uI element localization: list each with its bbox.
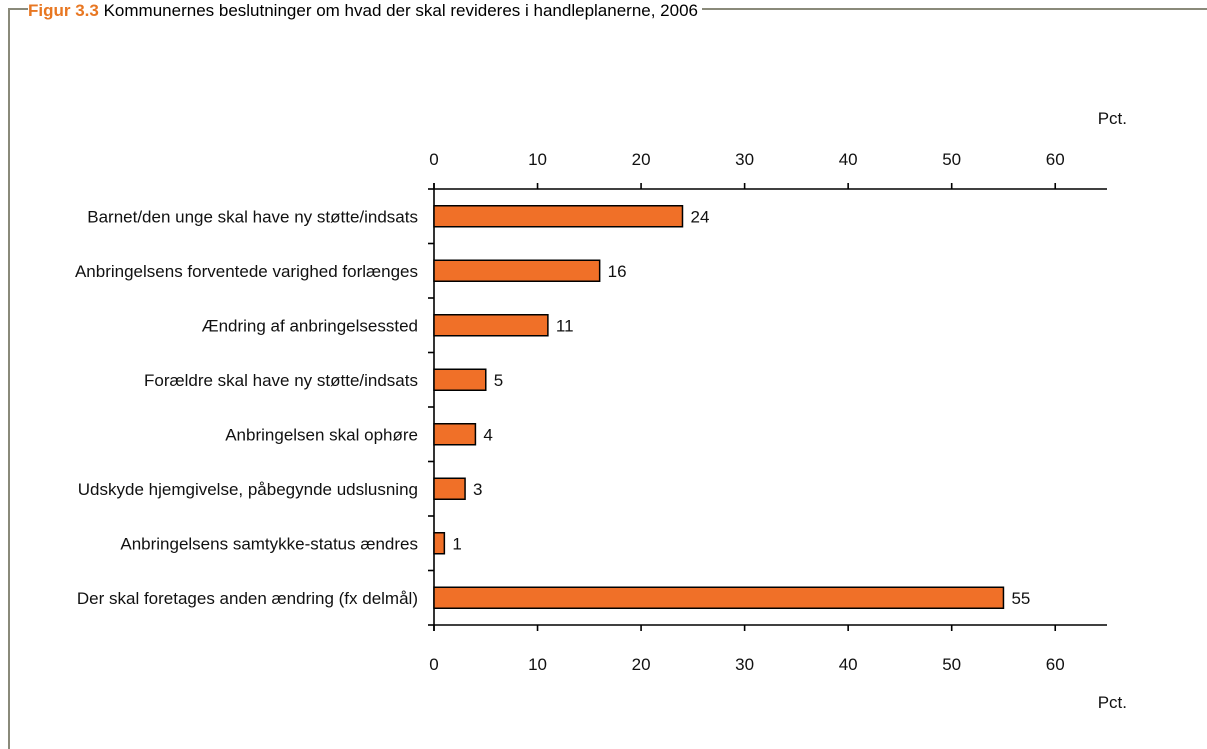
category-label: Udskyde hjemgivelse, påbegynde udslusnin…: [78, 480, 418, 499]
category-label: Der skal foretages anden ændring (fx del…: [77, 589, 418, 608]
category-label: Forældre skal have ny støtte/indsats: [144, 371, 418, 390]
bottom-axis-unit-label: Pct.: [1098, 693, 1127, 712]
figure-frame: Figur 3.3 Kommunernes beslutninger om hv…: [8, 2, 1207, 749]
top-axis-tick-label: 40: [839, 150, 858, 169]
bar: [433, 205, 684, 228]
figure-caption-text: Kommunernes beslutninger om hvad der ska…: [103, 1, 699, 20]
bar: [433, 314, 549, 337]
category-label: Anbringelsens samtykke-status ændres: [120, 534, 418, 553]
bottom-axis-tick-label: 20: [632, 655, 651, 674]
bar: [433, 477, 466, 500]
figure-label: Figur 3.3: [28, 1, 99, 20]
data-label: 1: [452, 534, 461, 553]
bar: [433, 368, 487, 391]
bar: [433, 259, 601, 282]
data-label: 11: [556, 316, 574, 335]
data-label: 4: [483, 425, 492, 444]
top-axis: 0 10 20 30 40 50 60: [429, 150, 1107, 190]
data-label: 16: [608, 262, 627, 281]
category-label: Ændring af anbringelsessted: [202, 316, 418, 335]
bar: [433, 586, 1005, 609]
data-label: 3: [473, 480, 482, 499]
bottom-axis-tick-label: 30: [735, 655, 754, 674]
bottom-axis: 0 10 20 30 40 50 60: [429, 624, 1107, 674]
top-axis-unit-label: Pct.: [1098, 109, 1127, 128]
top-axis-tick-label: 20: [632, 150, 651, 169]
figure-caption: Figur 3.3 Kommunernes beslutninger om hv…: [28, 1, 703, 20]
data-label: 24: [690, 207, 709, 226]
category-label: Anbringelsens forventede varighed forlæn…: [75, 262, 418, 281]
top-axis-tick-label: 60: [1046, 150, 1065, 169]
bottom-axis-tick-label: 40: [839, 655, 858, 674]
bottom-axis-tick-label: 60: [1046, 655, 1065, 674]
top-axis-tick-label: 50: [942, 150, 961, 169]
data-label: 5: [494, 371, 503, 390]
bars: Barnet/den unge skal have ny støtte/inds…: [75, 183, 1030, 631]
category-label: Barnet/den unge skal have ny støtte/inds…: [87, 207, 418, 226]
data-label: 55: [1011, 589, 1030, 608]
bottom-axis-tick-label: 0: [429, 655, 438, 674]
bottom-axis-tick-label: 50: [942, 655, 961, 674]
bottom-axis-tick-label: 10: [528, 655, 547, 674]
bar: [433, 532, 446, 555]
top-axis-tick-label: 0: [429, 150, 438, 169]
top-axis-tick-label: 10: [528, 150, 547, 169]
category-label: Anbringelsen skal ophøre: [225, 425, 418, 444]
bar: [433, 423, 477, 446]
top-axis-tick-label: 30: [735, 150, 754, 169]
